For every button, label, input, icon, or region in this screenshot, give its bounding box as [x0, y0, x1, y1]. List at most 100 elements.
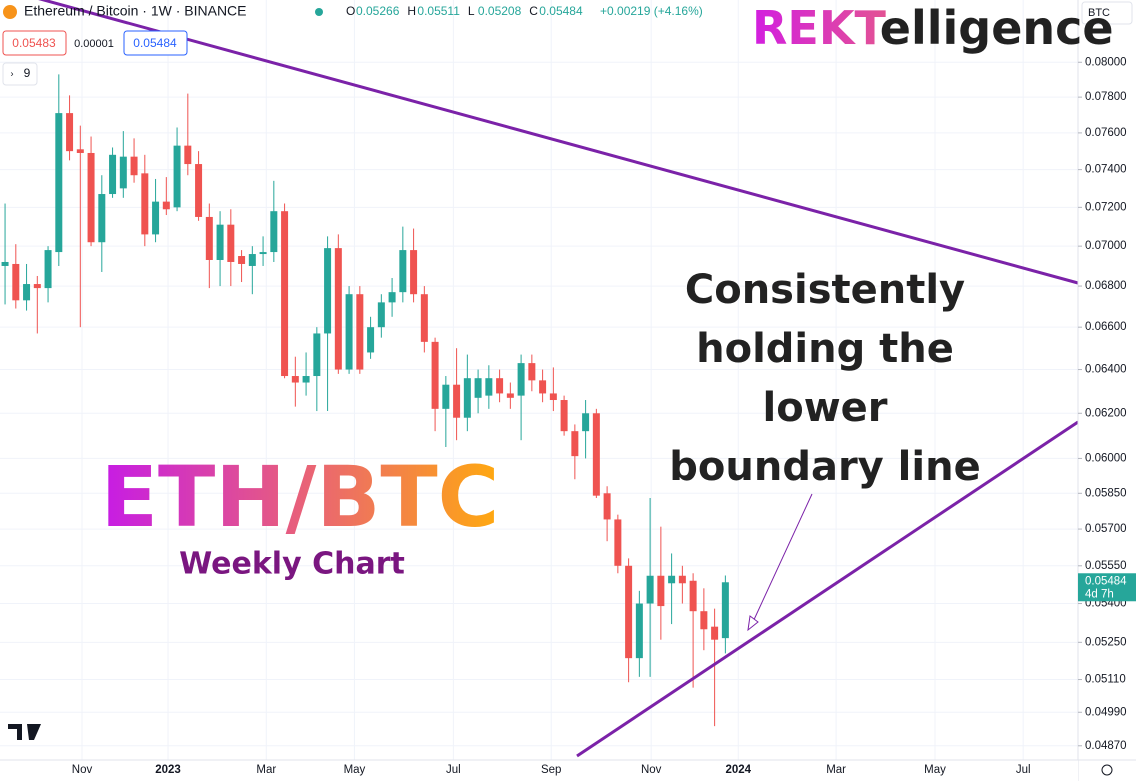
last-price: 0.05484	[1085, 575, 1127, 587]
candle-body	[635, 603, 643, 659]
settings-icon[interactable]	[1101, 764, 1113, 776]
currency-box[interactable]	[1081, 1, 1133, 25]
indicator-count: 9	[24, 66, 31, 80]
currency: BTC	[1088, 7, 1110, 19]
ohlc-label: C	[529, 4, 538, 18]
x-tick-label: May	[924, 764, 946, 776]
ohlc-label: H	[407, 4, 416, 18]
ohlc-value: 0.05511	[417, 4, 460, 18]
symbol: Ethereum / Bitcoin · 1W · BINANCE	[24, 3, 247, 19]
candle-body	[517, 363, 525, 396]
candle-body	[528, 363, 536, 381]
candle-body	[388, 292, 396, 303]
y-tick-label: 0.07800	[1085, 91, 1127, 103]
y-tick-label: 0.06200	[1085, 407, 1127, 419]
candle-body	[66, 113, 74, 152]
chart-title: ETH/BTC	[101, 448, 500, 546]
candle-body	[582, 413, 590, 432]
candles	[1, 74, 729, 727]
candle-body	[238, 256, 246, 264]
candle-body	[549, 393, 557, 401]
candle-body	[76, 149, 84, 153]
x-tick-label: Nov	[641, 764, 662, 776]
candle-body	[98, 194, 106, 243]
candle-body	[399, 250, 407, 293]
candle-body	[23, 284, 31, 301]
y-tick-label: 0.08000	[1085, 56, 1127, 68]
candle-body	[560, 400, 568, 432]
x-tick-label: Nov	[72, 764, 93, 776]
buy-price: 0.05484	[133, 36, 177, 50]
candle-body	[689, 580, 697, 612]
y-tick-label: 0.04870	[1085, 740, 1127, 752]
annotation-line: boundary line	[669, 444, 980, 490]
candle-body	[367, 327, 375, 353]
candle-body	[410, 250, 418, 295]
countdown: 4d 7h	[1085, 588, 1114, 600]
candle-body	[141, 173, 149, 235]
x-tick-label: 2024	[725, 764, 751, 776]
candle-body	[485, 378, 493, 396]
candle-body	[453, 384, 461, 418]
sell-box[interactable]	[2, 30, 67, 56]
buy-box[interactable]	[123, 30, 188, 56]
y-tick-label: 0.07400	[1085, 164, 1127, 176]
annotation: Consistently holding the lower boundary lin…	[669, 267, 980, 490]
x-tick-label: Sep	[541, 764, 561, 776]
candle-body	[356, 294, 364, 370]
candle-body	[625, 565, 633, 659]
candle-body	[571, 431, 579, 457]
candle-body	[302, 376, 310, 383]
tv-logo	[8, 724, 41, 740]
symbol-icon	[3, 5, 17, 19]
time-axis	[0, 760, 1078, 781]
arrow-line	[751, 493, 813, 625]
candle-body	[109, 154, 117, 195]
lower-trendline	[576, 420, 1079, 758]
candle-body	[603, 493, 611, 520]
logo-accent: REKT	[752, 1, 886, 55]
ohlc-label: O	[346, 4, 355, 18]
candle-body	[205, 216, 213, 260]
candle-body	[281, 211, 289, 377]
y-tick-label: 0.05700	[1085, 523, 1127, 535]
logo-rest: elligence	[880, 1, 1114, 55]
change: +0.00219 (+4.16%)	[600, 4, 703, 18]
indicator-box[interactable]	[2, 62, 38, 86]
candle-body	[721, 582, 729, 639]
y-tick-label: 0.04990	[1085, 706, 1127, 718]
chart-subtitle: Weekly Chart	[179, 547, 405, 582]
candle-body	[33, 284, 41, 289]
candle-body	[614, 519, 622, 566]
annotation-line: holding the	[696, 326, 954, 372]
candle-body	[184, 145, 192, 165]
x-tick-label: Mar	[256, 764, 276, 776]
candle-body	[646, 575, 654, 604]
logo: REKTelligence	[752, 1, 1114, 55]
axes: 0.08000 0.07800 0.07600 0.07400 0.07200 0.070…	[72, 56, 1136, 776]
candle-body	[592, 413, 600, 496]
y-tick-label: 0.06400	[1085, 364, 1127, 376]
price-axis	[1078, 0, 1136, 781]
candle-body	[248, 254, 256, 266]
candle-body	[44, 250, 52, 289]
ohlc-value: 0.05266	[356, 4, 400, 18]
candle-body	[291, 376, 299, 383]
annotation-line: Consistently	[685, 267, 965, 313]
y-tick-label: 0.07200	[1085, 201, 1127, 213]
candle-body	[506, 393, 514, 398]
candle-body	[12, 263, 20, 301]
ohlc: O 0.05266 H 0.05511 L 0.05208 C 0.05484	[346, 4, 583, 18]
candle-body	[1, 261, 9, 266]
y-tick-label: 0.07000	[1085, 240, 1127, 252]
y-tick-label: 0.05110	[1085, 674, 1126, 686]
candle-body	[657, 575, 665, 607]
ohlc-value: 0.05208	[478, 4, 522, 18]
candle-body	[345, 294, 353, 370]
ohlc-value: 0.05484	[539, 4, 583, 18]
status-dot	[315, 8, 323, 16]
candle-body	[55, 113, 63, 253]
x-tick-label: 2023	[155, 764, 181, 776]
candle-body	[324, 248, 332, 334]
